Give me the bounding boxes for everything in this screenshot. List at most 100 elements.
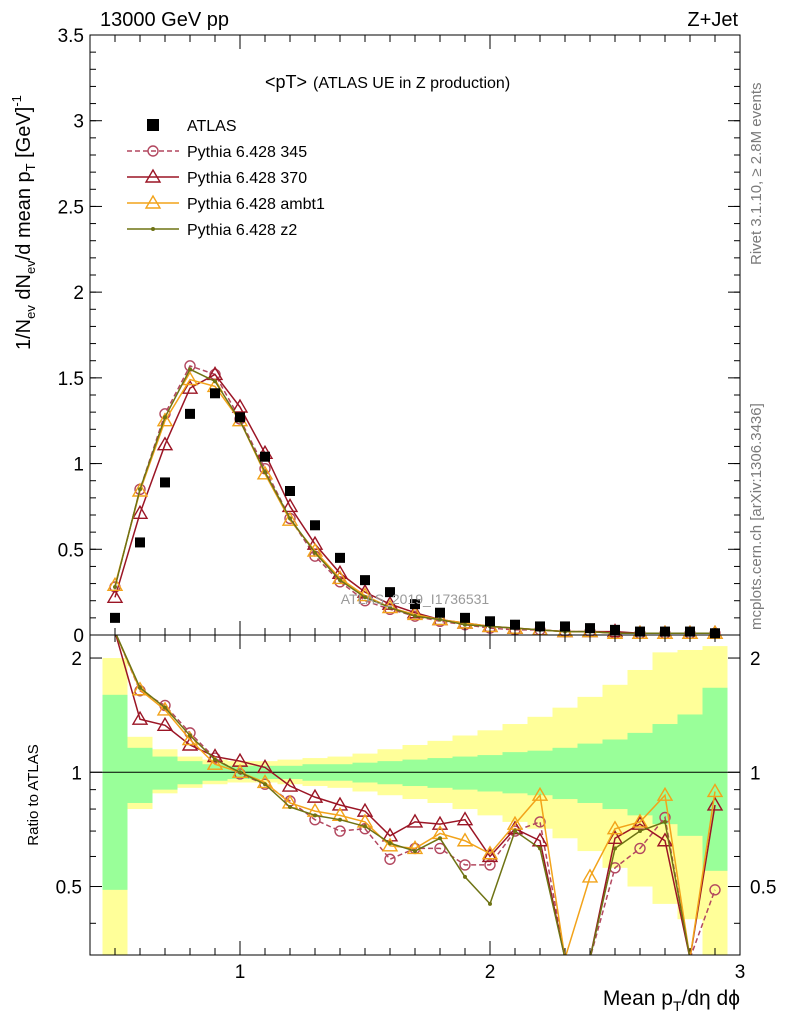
ratio-line-2 [115,635,716,955]
data-point [181,379,199,394]
ratio-point [531,832,549,847]
uncertainty-band-inner [477,755,503,792]
ratio-y-tick-label-right: 2 [750,649,761,670]
y-tick-label: 2 [73,283,84,304]
x-tick-label: 3 [735,962,746,983]
ratio-point [213,757,217,762]
data-point [306,535,324,550]
atlas-data-point [410,599,420,610]
ratio-point [488,901,492,906]
data-point [138,487,142,492]
ratio-point [606,829,624,844]
atlas-data-point [435,607,445,618]
uncertainty-band-inner [427,758,453,788]
data-point [281,511,299,526]
ratio-point [406,813,424,828]
atlas-data-point [135,537,145,548]
legend: ATLAS Pythia 6.428 345 Pythia 6.428 370 Pyt… [127,118,325,239]
ratio-point [531,786,549,801]
y-tick-label: 1.5 [58,369,84,390]
legend-marker [147,145,159,157]
data-point [131,482,149,497]
data-point [188,367,192,372]
rivet-info-text: Rivet 3.1.10, ≥ 2.8M events [748,83,765,266]
ratio-point [706,796,724,811]
ratio-point [256,759,274,774]
ratio-point [256,774,274,789]
data-point [313,550,317,555]
ratio-point [338,817,342,822]
ratio-point [188,733,192,738]
uncertainty-band-inner [602,739,628,810]
ratio-point [606,820,624,835]
ratio-point [381,827,399,842]
data-point [106,576,124,591]
mcplots-info-text: mcplots.cern.ch [arXiv:1306.3436] [748,403,765,630]
data-point [256,465,274,480]
ratio-point [288,805,292,810]
data-point [306,542,324,557]
data-point [181,371,199,386]
data-point [156,412,174,427]
ratio-point [156,716,174,731]
ratio-y-tick-label: 0.5 [56,878,82,899]
ratio-point [306,788,324,803]
ratio-point [359,823,371,835]
ratio-point [434,842,446,855]
ratio-point [388,841,392,846]
legend-marker [144,194,162,209]
ratio-point [163,705,167,710]
ratio-point [538,846,542,851]
ratio-y-tick-label-right: 0.5 [750,878,776,899]
ratio-point [331,796,349,811]
ratio-point [456,832,474,847]
analysis-watermark: ATLAS_2019_I1736531 [341,591,490,607]
atlas-data-point [360,575,370,586]
legend-label: Pythia 6.428 370 [187,170,307,187]
uncertainty-band-inner [677,714,703,836]
ratio-y-tick-label: 2 [71,649,82,670]
ratio-point [363,824,367,829]
data-point [406,606,424,621]
y-tick-label: 1 [73,455,84,476]
data-point [163,415,167,420]
ratio-point [709,884,721,896]
data-point [106,588,124,603]
uncertainty-band-inner [452,756,478,790]
atlas-data-point [235,412,245,423]
ratio-point [413,849,417,854]
legend-marker [144,168,162,183]
uncertainty-band-inner [152,756,178,790]
uncertainty-band-inner [402,759,428,787]
ratio-point [656,786,674,801]
ratio-point [206,755,224,770]
ratio-point [456,811,474,826]
data-point [388,605,392,610]
ratio-point [131,710,149,725]
atlas-data-point [210,388,220,399]
ratio-point [638,829,642,834]
ratio-point [581,868,599,883]
uncertainty-band-inner [552,747,578,800]
data-point [231,398,249,413]
data-point [156,436,174,451]
data-point [263,470,267,475]
uncertainty-band-inner [652,724,678,825]
ratio-series-group [115,635,724,955]
legend-label: Pythia 6.428 ambt1 [187,196,325,213]
ratio-point [313,813,317,818]
atlas-data-point [510,619,520,630]
energy-title: 13000 GeV pp [100,9,229,31]
uncertainty-band-inner [127,747,153,803]
data-point [463,622,467,627]
x-tick-label: 1 [235,962,246,983]
ratio-point [406,840,424,855]
ratio-plot-frame [89,634,741,956]
data-point [113,585,117,589]
y-tick-label: 0.5 [58,540,84,561]
legend-label: Pythia 6.428 z2 [187,222,297,239]
uncertainty-band-inner [577,743,603,803]
ratio-point [138,685,142,690]
y-tick-label: 3.5 [58,26,84,47]
atlas-data-point [110,612,120,623]
